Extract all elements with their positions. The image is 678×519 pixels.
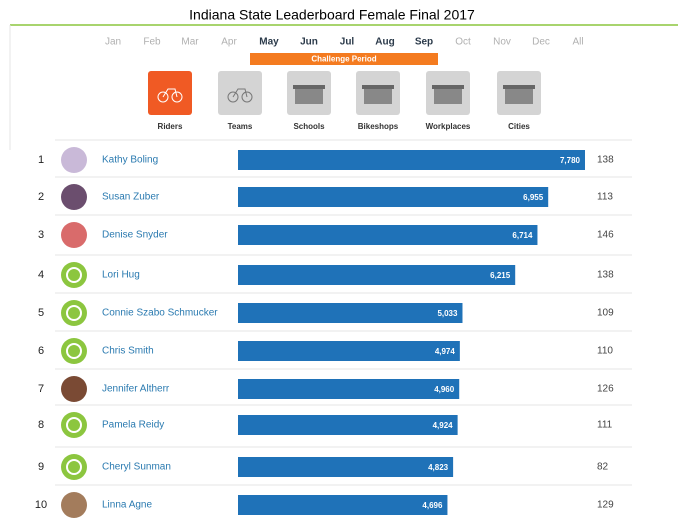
challenge-label: Challenge Period [311,55,376,64]
avatar [61,454,87,480]
points-label: 4,696 [422,501,443,510]
rider-name[interactable]: Connie Szabo Schmucker [102,308,218,319]
icon-roof [293,85,325,89]
avatar [61,376,87,402]
tab-label[interactable]: Teams [228,122,253,131]
rank: 2 [38,191,44,203]
month-tab[interactable]: Feb [143,37,161,48]
rank: 7 [38,383,44,395]
avatar [61,147,87,173]
points-label: 4,823 [428,463,449,472]
rank: 5 [38,307,44,319]
icon-roof [503,85,535,89]
month-tab[interactable]: Jan [105,37,121,48]
rider-name[interactable]: Denise Snyder [102,230,168,241]
month-tab[interactable]: All [572,37,583,48]
points-bar [238,225,537,245]
rank: 9 [38,461,44,473]
rider-name[interactable]: Chris Smith [102,346,154,357]
page: Indiana State Leaderboard Female Final 2… [0,0,678,519]
month-tab[interactable]: Sep [415,37,433,48]
icon-building [434,88,462,104]
rider-name[interactable]: Cheryl Sunman [102,462,171,473]
month-tab[interactable]: Dec [532,37,550,48]
rank: 3 [38,229,44,241]
ride-count: 110 [597,346,613,357]
rider-name[interactable]: Pamela Reidy [102,420,164,431]
ride-count: 109 [597,308,614,319]
avatar [61,262,87,288]
rank: 6 [38,345,44,357]
points-bar [238,265,515,285]
points-label: 4,924 [433,421,454,430]
points-label: 6,215 [490,271,511,280]
month-tab[interactable]: Oct [455,37,471,48]
points-bar [238,341,460,361]
ride-count: 138 [597,270,614,281]
ride-count: 129 [597,500,614,511]
tab-icon-box[interactable] [218,71,262,115]
rank: 10 [35,499,47,511]
tab-icon-box[interactable] [148,71,192,115]
rank: 4 [38,269,44,281]
ride-count: 138 [597,155,614,166]
icon-building [295,88,323,104]
avatar [61,300,87,326]
points-label: 5,033 [437,309,458,318]
avatar [61,338,87,364]
ride-count: 146 [597,230,614,241]
ride-count: 111 [597,420,613,431]
points-bar [238,415,458,435]
points-label: 7,780 [560,156,581,165]
rider-name[interactable]: Lori Hug [102,270,140,281]
month-tab[interactable]: Mar [181,37,199,48]
icon-roof [432,85,464,89]
month-tab[interactable]: Jul [340,37,355,48]
avatar [61,184,87,210]
rider-name[interactable]: Kathy Boling [102,155,158,166]
ride-count: 126 [597,384,614,395]
tab-label[interactable]: Riders [158,122,183,131]
points-bar [238,303,462,323]
month-tab[interactable]: Nov [493,37,511,48]
points-bar [238,457,453,477]
points-bar [238,187,548,207]
tab-label[interactable]: Bikeshops [358,122,399,131]
rider-name[interactable]: Susan Zuber [102,192,160,203]
avatar [61,222,87,248]
points-bar [238,495,447,515]
points-label: 4,960 [434,385,455,394]
points-bar [238,379,459,399]
points-bar [238,150,585,170]
points-label: 6,714 [512,231,533,240]
tab-label[interactable]: Cities [508,122,530,131]
ride-count: 82 [597,462,609,473]
icon-roof [362,85,394,89]
avatar [61,492,87,518]
month-tab[interactable]: Apr [221,37,237,48]
tab-label[interactable]: Schools [293,122,325,131]
rider-name[interactable]: Jennifer Altherr [102,384,170,395]
icon-building [505,88,533,104]
points-label: 4,974 [435,347,456,356]
title: Indiana State Leaderboard Female Final 2… [189,7,475,23]
avatar [61,412,87,438]
month-tab[interactable]: Jun [300,37,318,48]
tab-label[interactable]: Workplaces [426,122,471,131]
rank: 1 [38,154,44,166]
icon-building [364,88,392,104]
rider-name[interactable]: Linna Agne [102,500,152,511]
rank: 8 [38,419,44,431]
points-label: 6,955 [523,193,544,202]
month-tab[interactable]: Aug [375,37,394,48]
leaderboard: Indiana State Leaderboard Female Final 2… [0,0,678,519]
month-tab[interactable]: May [259,37,279,48]
ride-count: 113 [597,192,613,203]
